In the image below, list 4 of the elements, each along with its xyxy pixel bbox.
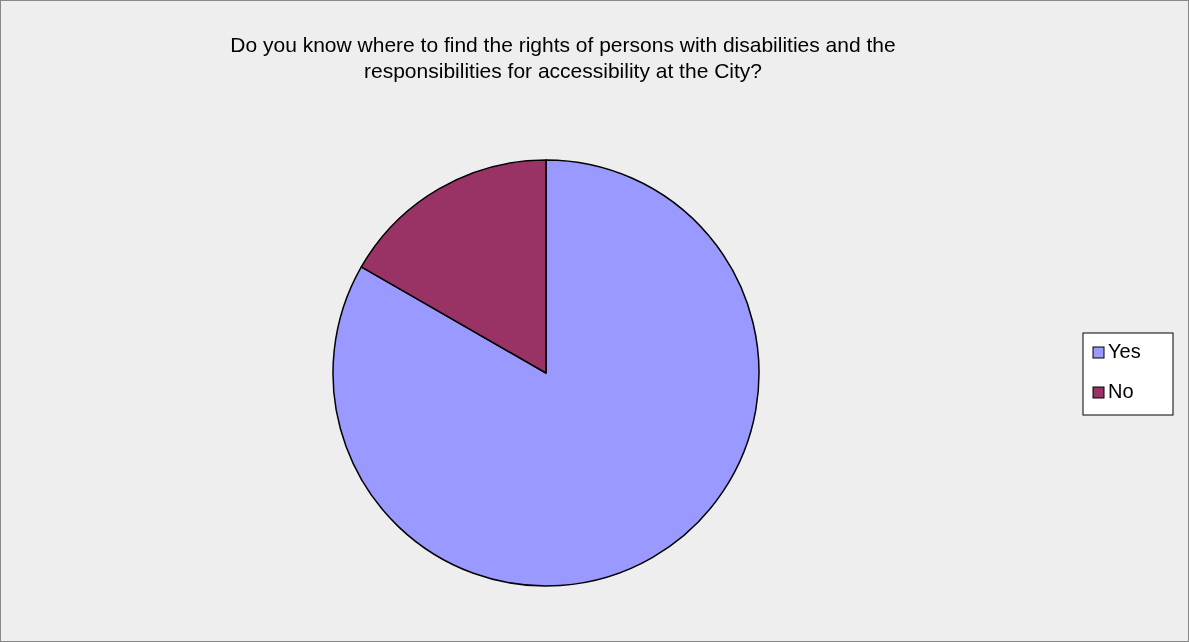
chart-title: Do you know where to find the rights of persons with disabilities and the responsibilities for accessibility at the City?: [230, 33, 896, 82]
legend-label: Yes: [1108, 340, 1141, 362]
legend-label: No: [1108, 380, 1134, 402]
pie-slice: [332, 159, 760, 587]
